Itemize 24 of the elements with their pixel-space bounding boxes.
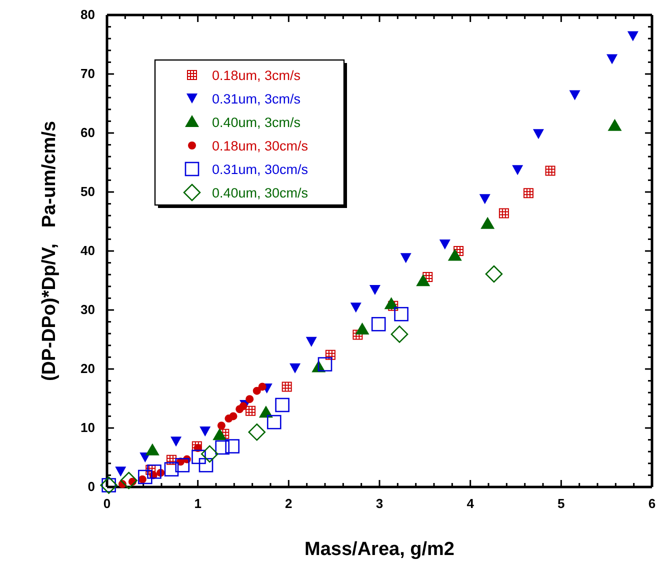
x-tick-label: 0 bbox=[103, 496, 111, 512]
y-tick-label: 30 bbox=[80, 302, 95, 318]
legend-label: 0.40um, 30cm/s bbox=[212, 186, 308, 200]
legend-label: 0.40um, 3cm/s bbox=[212, 115, 301, 130]
legend-label: 0.18um, 3cm/s bbox=[212, 68, 301, 83]
y-tick-label: 20 bbox=[80, 361, 95, 376]
x-tick-label: 5 bbox=[558, 496, 565, 512]
y-tick-label: 70 bbox=[80, 66, 95, 82]
y-tick-label: 80 bbox=[80, 7, 95, 22]
legend-label: 0.31um, 3cm/s bbox=[212, 92, 301, 106]
x-tick-label: 1 bbox=[194, 496, 202, 512]
x-tick-label: 3 bbox=[376, 496, 384, 512]
x-axis-title: Mass/Area, g/m2 bbox=[304, 539, 454, 560]
y-axis-title: (DP-DPo)*Dp/V, Pa-um/cm/s bbox=[39, 120, 60, 382]
x-tick-label: 4 bbox=[466, 496, 475, 512]
legend-label: 0.31um, 30cm/s bbox=[212, 162, 308, 177]
y-tick-label: 60 bbox=[80, 125, 95, 140]
x-tick-label: 6 bbox=[648, 496, 656, 512]
y-tick-label: 50 bbox=[80, 184, 95, 200]
y-tick-label: 40 bbox=[80, 243, 95, 258]
y-tick-label: 0 bbox=[88, 479, 95, 494]
legend-label: 0.18um, 30cm/s bbox=[212, 138, 308, 154]
x-tick-label: 2 bbox=[285, 496, 292, 512]
y-tick-label: 10 bbox=[80, 420, 95, 436]
